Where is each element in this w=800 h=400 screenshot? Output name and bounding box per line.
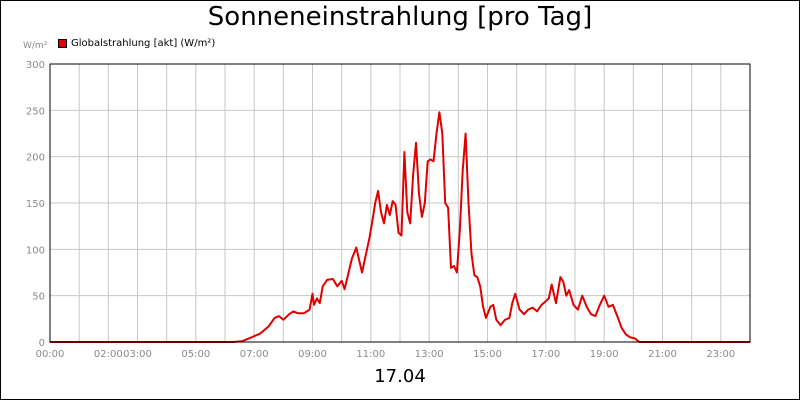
y-tick-label: 50 (32, 292, 45, 303)
x-tick-label: 11:00 (356, 349, 385, 360)
y-tick-label: 200 (26, 153, 45, 164)
series-line-globalstrahlung (50, 111, 750, 343)
y-tick-label: 100 (26, 245, 45, 256)
x-tick-label: 09:00 (298, 349, 327, 360)
x-tick-label: 00:00 (36, 349, 65, 360)
plot-border (49, 63, 751, 343)
x-tick-labels: 00:00 02:00 03:00 05:00 07:00 09:00 11:00 13:00… (36, 349, 736, 360)
x-tick-label: 17:00 (531, 349, 560, 360)
chart-title: Sonneneinstrahlung [pro Tag] (207, 2, 593, 32)
y-tick-label: 300 (26, 60, 45, 71)
x-tick-label: 15:00 (473, 349, 502, 360)
x-tick-label: 21:00 (648, 349, 677, 360)
y-axis-unit: W/m² (23, 41, 48, 51)
x-tick-label: 03:00 (123, 349, 152, 360)
grid-lines (50, 64, 750, 342)
x-tick-label: 05:00 (181, 349, 210, 360)
legend-label: Globalstrahlung [akt] (W/m²) (71, 38, 216, 49)
x-tick-label: 02:00 (94, 349, 123, 360)
x-tick-label: 07:00 (240, 349, 269, 360)
series-layer (50, 111, 750, 343)
y-tick-label: 0 (39, 338, 45, 349)
x-tick-label: 13:00 (415, 349, 444, 360)
y-tick-label: 150 (26, 199, 45, 210)
date-label: 17.04 (374, 366, 426, 387)
x-tick-label: 19:00 (590, 349, 619, 360)
y-tick-labels: 0 50 100 150 200 250 300 (26, 60, 45, 349)
legend-swatch (58, 39, 67, 48)
y-tick-label: 250 (26, 106, 45, 117)
x-tick-label: 23:00 (706, 349, 735, 360)
legend: Globalstrahlung [akt] (W/m²) (58, 38, 215, 49)
